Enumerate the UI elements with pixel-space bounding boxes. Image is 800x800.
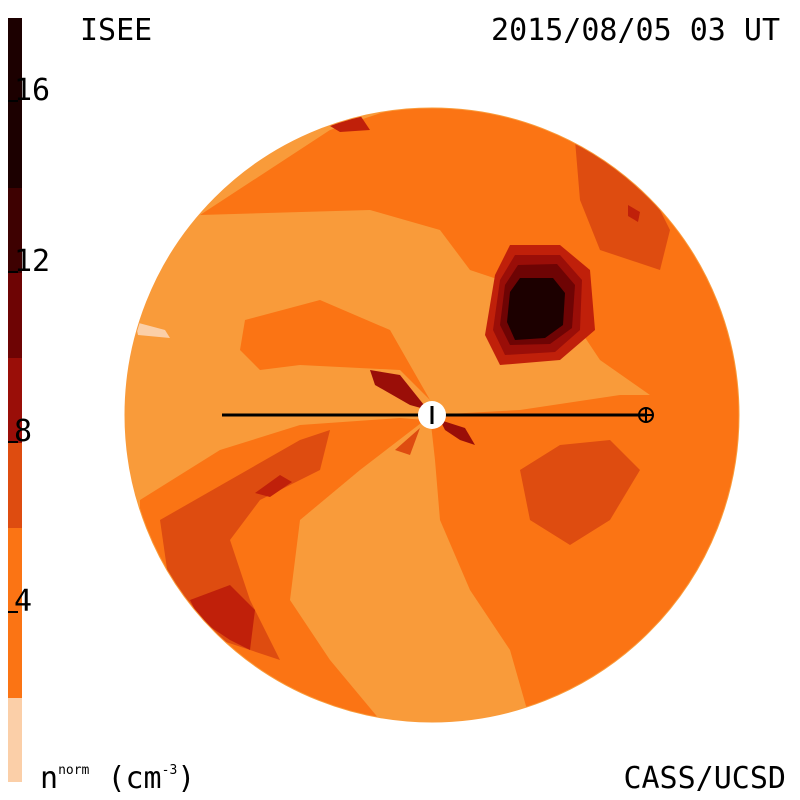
colorbar-tick-8: [8, 441, 18, 443]
colorbar-band-1: [8, 698, 22, 782]
contour-jet-upper-left: [370, 370, 428, 410]
colorbar-band-8: [8, 188, 22, 273]
colorbar-band-6: [8, 358, 22, 443]
contour-region-upper-right: [575, 140, 670, 270]
contour-sliver: [135, 322, 170, 338]
colorbar-tick-label-8: 8: [14, 414, 33, 449]
observatory-label: ISEE: [80, 13, 153, 48]
contour-region-spot-left: [255, 475, 292, 497]
colorbar-tick-12: [8, 271, 18, 273]
contour-jet-lower-left: [395, 428, 420, 455]
colorbar-tick-label-12: 12: [14, 244, 51, 279]
credit-label: CASS/UCSD: [623, 761, 786, 796]
contour-region-small-spot: [628, 205, 640, 222]
colorbar-tick-label-4: 4: [14, 584, 33, 619]
colorbar-band-9: [8, 18, 22, 188]
contour-region-small-dark: [190, 585, 255, 650]
colorbar-band-7: [8, 273, 22, 358]
contour-region-middle: [240, 300, 430, 400]
colorbar-overlay: [8, 528, 22, 698]
contour-blob-core: [507, 278, 565, 340]
datetime-label: 2015/08/05 03 UT: [491, 13, 780, 48]
contour-region-lower-right: [520, 440, 640, 545]
colorbar-tick-4: [8, 611, 18, 613]
map-disk-outline: [124, 107, 740, 723]
contour-jet-lower-right: [440, 420, 475, 445]
colorbar-tick-16: [8, 100, 18, 102]
colorbar-unit-label: nnorm (cm-3): [40, 761, 196, 796]
colorbar-tick-label-16: 16: [14, 73, 51, 108]
colorbar-band-5: [8, 443, 22, 528]
